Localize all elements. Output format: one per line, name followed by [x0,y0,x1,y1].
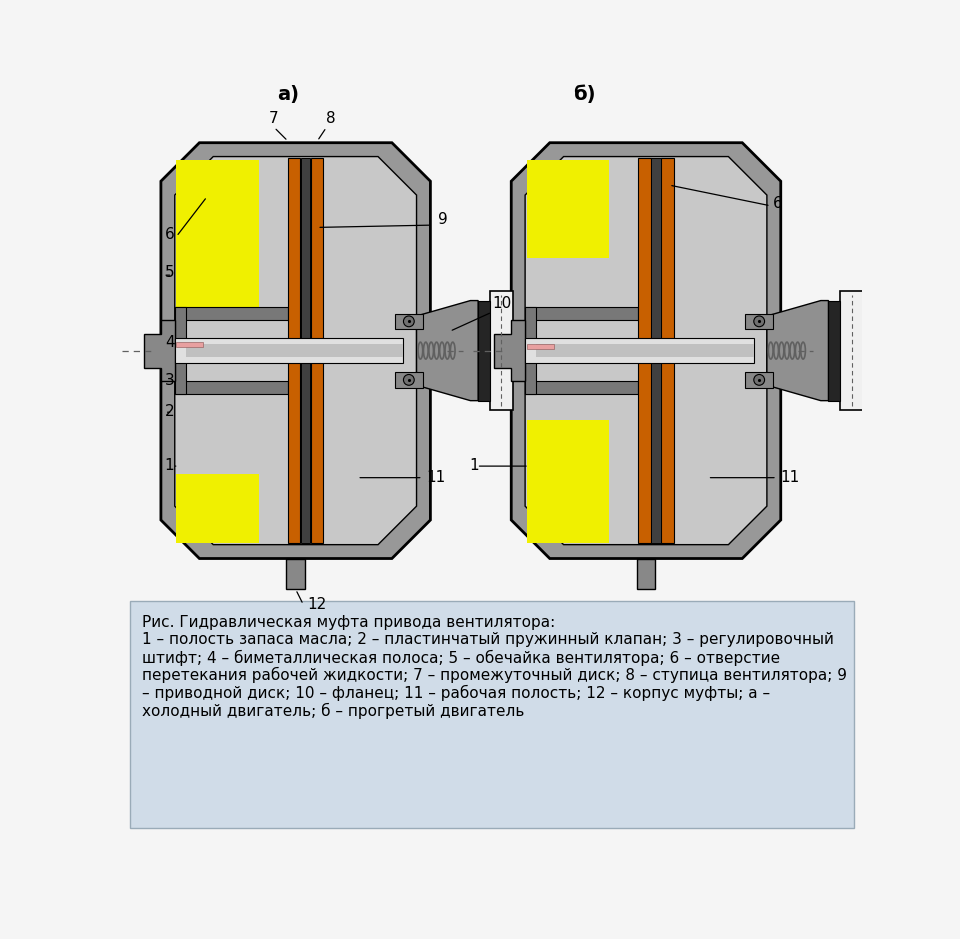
Bar [175,381,288,393]
Bar [636,559,656,590]
Circle shape [754,316,764,327]
Text: 6: 6 [773,196,782,211]
Polygon shape [767,300,828,401]
Text: 6: 6 [165,227,175,242]
Text: 1 – полость запаса масла; 2 – пластинчатый пружинный клапан; 3 – регулировочный: 1 – полость запаса масла; 2 – пластинчат… [142,632,833,647]
Polygon shape [512,143,780,559]
Bar [395,314,422,329]
Bar [185,345,403,357]
Text: 7: 7 [269,112,278,127]
Text: Рис. Гидравлическая муфта привода вентилятора:: Рис. Гидравлическая муфта привода вентил… [142,615,555,630]
Bar [175,338,403,363]
Bar [536,345,754,357]
Bar [527,345,554,349]
Bar [177,161,258,308]
Text: перетекания рабочей жидкости; 7 – промежуточный диск; 8 – ступица вентилятора; 9: перетекания рабочей жидкости; 7 – промеж… [142,667,847,684]
Circle shape [754,375,764,385]
Bar [301,158,310,543]
Bar [525,338,754,363]
Polygon shape [478,300,490,401]
Text: а): а) [276,85,299,104]
Text: – приводной диск; 10 – фланец; 11 – рабочая полость; 12 – корпус муфты; а –: – приводной диск; 10 – фланец; 11 – рабо… [142,685,770,700]
Text: штифт; 4 – биметаллическая полоса; 5 – обечайка вентилятора; 6 – отверстие: штифт; 4 – биметаллическая полоса; 5 – о… [142,650,780,666]
Bar [525,381,638,393]
Bar [525,307,638,320]
Bar [661,158,674,543]
Bar [395,372,422,388]
Bar [288,158,300,543]
Bar [175,307,185,393]
Text: холодный двигатель; б – прогретый двигатель: холодный двигатель; б – прогретый двигат… [142,702,524,718]
Text: 11: 11 [426,470,445,485]
Bar [527,161,609,258]
Polygon shape [144,320,175,381]
Text: 12: 12 [307,596,326,611]
Text: 8: 8 [326,112,336,127]
Text: 4: 4 [165,335,175,349]
Bar [745,314,773,329]
Bar [840,290,863,410]
Text: 9: 9 [438,211,448,226]
Text: б): б) [573,85,595,104]
Bar [177,342,204,346]
Text: 1: 1 [165,458,175,473]
Polygon shape [417,300,478,401]
Circle shape [403,316,414,327]
Polygon shape [828,300,840,401]
Text: 2: 2 [165,404,175,419]
Bar [745,372,773,388]
Polygon shape [525,157,767,545]
Text: 3: 3 [165,374,175,388]
Bar [525,307,536,393]
Bar [175,307,288,320]
Text: 10: 10 [492,297,512,311]
Bar [286,559,305,590]
Bar [490,290,513,410]
Text: 11: 11 [780,470,800,485]
Bar [311,158,324,543]
Bar [131,601,853,828]
Circle shape [403,375,414,385]
Text: 1: 1 [468,458,478,473]
Polygon shape [494,320,525,381]
Bar [638,158,651,543]
Bar [652,158,660,543]
Text: 5: 5 [165,266,175,281]
Bar [527,420,609,543]
Polygon shape [161,143,430,559]
Polygon shape [175,157,417,545]
Bar [177,474,258,543]
